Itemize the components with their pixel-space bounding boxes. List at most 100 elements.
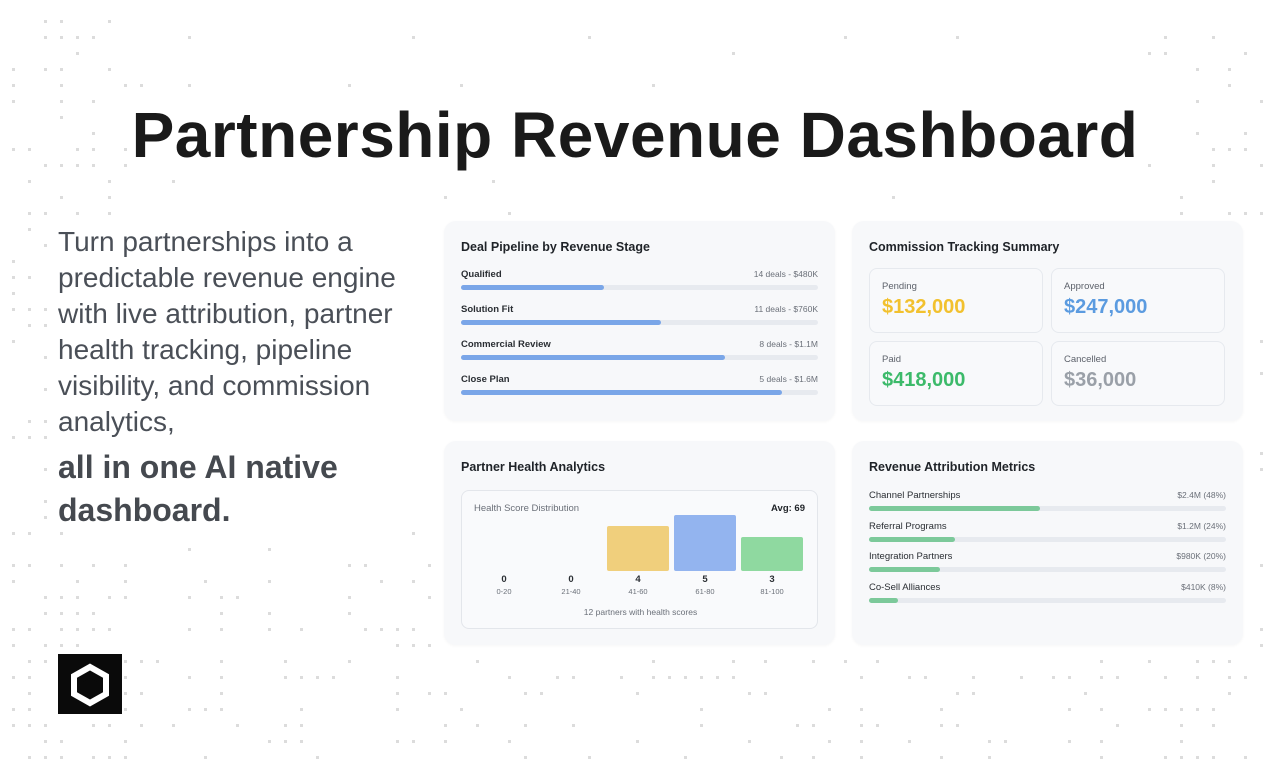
background-dot bbox=[588, 756, 591, 759]
background-dot bbox=[92, 100, 95, 103]
background-dot bbox=[1196, 676, 1199, 679]
background-dot bbox=[124, 756, 127, 759]
background-dot bbox=[524, 724, 527, 727]
background-dot bbox=[44, 164, 47, 167]
bar-value-label: 5 bbox=[702, 574, 708, 585]
commission-summary-card: Commission Tracking Summary Pending $132… bbox=[852, 221, 1243, 421]
progress-track bbox=[461, 285, 818, 290]
background-dot bbox=[684, 756, 687, 759]
background-dot bbox=[268, 580, 271, 583]
progress-track bbox=[869, 567, 1226, 572]
background-dot bbox=[220, 708, 223, 711]
background-dot bbox=[876, 660, 879, 663]
commission-tile-pending: Pending $132,000 bbox=[869, 268, 1043, 333]
background-dot bbox=[188, 36, 191, 39]
background-dot bbox=[956, 692, 959, 695]
background-dot bbox=[76, 628, 79, 631]
background-dot bbox=[12, 628, 15, 631]
background-dot bbox=[44, 612, 47, 615]
background-dot bbox=[1212, 164, 1215, 167]
attribution-label: Co-Sell Alliances bbox=[869, 581, 941, 593]
progress-track bbox=[869, 536, 1226, 542]
progress-fill bbox=[869, 506, 1041, 511]
background-dot bbox=[1228, 676, 1231, 679]
histogram-bar bbox=[607, 526, 669, 571]
background-dot bbox=[988, 756, 991, 759]
background-dot bbox=[44, 596, 47, 599]
background-dot bbox=[28, 324, 31, 327]
background-dot bbox=[60, 84, 63, 87]
background-dot bbox=[1004, 740, 1007, 743]
progress-fill bbox=[869, 567, 941, 572]
deal-pipeline-card: Deal Pipeline by Revenue Stage Qualified… bbox=[444, 221, 835, 421]
background-dot bbox=[44, 740, 47, 743]
background-dot bbox=[1244, 52, 1247, 55]
attribution-label: Referral Programs bbox=[869, 520, 947, 532]
background-dot bbox=[428, 564, 431, 567]
background-dot bbox=[220, 692, 223, 695]
bar-category-label: 0-20 bbox=[496, 587, 512, 596]
background-dot bbox=[44, 516, 47, 519]
background-dot bbox=[316, 676, 319, 679]
background-dot bbox=[28, 676, 31, 679]
background-dot bbox=[588, 36, 591, 39]
background-dot bbox=[1212, 180, 1215, 183]
background-dot bbox=[1180, 708, 1183, 711]
background-dot bbox=[1212, 148, 1215, 151]
background-dot bbox=[124, 84, 127, 87]
background-dot bbox=[12, 100, 15, 103]
background-dot bbox=[1260, 468, 1263, 471]
progress-fill bbox=[461, 355, 726, 360]
background-dot bbox=[380, 580, 383, 583]
background-dot bbox=[76, 644, 79, 647]
background-dot bbox=[124, 596, 127, 599]
background-dot bbox=[124, 580, 127, 583]
progress-track bbox=[461, 320, 818, 325]
background-dot bbox=[188, 596, 191, 599]
background-dot bbox=[284, 740, 287, 743]
background-dot bbox=[44, 756, 47, 759]
background-dot bbox=[1180, 212, 1183, 215]
background-dot bbox=[76, 580, 79, 583]
background-dot bbox=[492, 180, 495, 183]
background-dot bbox=[412, 580, 415, 583]
attribution-row: Integration Partners $980K (20%) bbox=[869, 551, 1226, 577]
card-title: Deal Pipeline by Revenue Stage bbox=[461, 240, 650, 254]
background-dot bbox=[92, 612, 95, 615]
bar-value-label: 3 bbox=[769, 574, 775, 585]
background-dot bbox=[1196, 100, 1199, 103]
background-dot bbox=[12, 436, 15, 439]
background-dot bbox=[396, 676, 399, 679]
background-dot bbox=[396, 628, 399, 631]
background-dot bbox=[1116, 676, 1119, 679]
tile-label: Paid bbox=[882, 354, 902, 365]
background-dot bbox=[28, 420, 31, 423]
pipeline-stage-row: Qualified 14 deals - $480K bbox=[461, 269, 818, 295]
background-dot bbox=[684, 676, 687, 679]
background-dot bbox=[300, 628, 303, 631]
background-dot bbox=[1228, 692, 1231, 695]
background-dot bbox=[332, 676, 335, 679]
background-dot bbox=[60, 100, 63, 103]
background-dot bbox=[108, 212, 111, 215]
background-dot bbox=[60, 644, 63, 647]
background-dot bbox=[412, 644, 415, 647]
background-dot bbox=[1228, 148, 1231, 151]
background-dot bbox=[1260, 164, 1263, 167]
tile-label: Pending bbox=[882, 281, 917, 292]
background-dot bbox=[76, 36, 79, 39]
bar-category-label: 41-60 bbox=[628, 587, 648, 596]
background-dot bbox=[124, 564, 127, 567]
attribution-row: Co-Sell Alliances $410K (8%) bbox=[869, 582, 1226, 608]
background-dot bbox=[1068, 740, 1071, 743]
background-dot bbox=[44, 468, 47, 471]
background-dot bbox=[460, 84, 463, 87]
background-dot bbox=[204, 580, 207, 583]
background-dot bbox=[220, 612, 223, 615]
background-dot bbox=[428, 692, 431, 695]
progress-fill bbox=[869, 597, 898, 603]
attribution-meta: $2.4M (48%) bbox=[1177, 490, 1226, 500]
attribution-label: Channel Partnerships bbox=[869, 490, 961, 501]
background-dot bbox=[28, 692, 31, 695]
